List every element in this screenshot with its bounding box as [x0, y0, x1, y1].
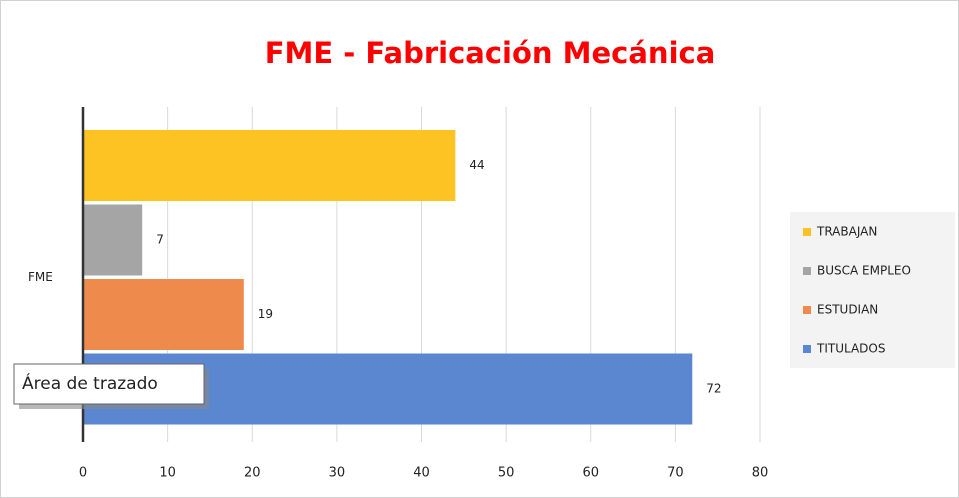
x-tick-label: 70	[667, 466, 684, 481]
tooltip-box	[13, 363, 205, 405]
legend-swatch	[803, 345, 811, 353]
data-label: 72	[706, 382, 721, 396]
bar	[83, 279, 244, 350]
chart-title: FME - Fabricación Mecánica	[265, 36, 716, 70]
legend-label: BUSCA EMPLEO	[817, 264, 911, 278]
data-label: 19	[258, 307, 273, 321]
x-tick-label: 50	[498, 466, 515, 481]
legend-label: TITULADOS	[816, 342, 885, 356]
x-tick-label: 80	[752, 466, 769, 481]
legend-swatch	[803, 228, 811, 236]
bar	[83, 204, 143, 276]
x-tick-label: 20	[244, 466, 261, 481]
y-tick-label: FME	[28, 270, 53, 284]
tooltip-text: Área de trazado	[22, 372, 158, 394]
legend-swatch	[803, 267, 811, 275]
x-tick-label: 0	[79, 466, 87, 481]
data-label: 44	[469, 158, 484, 172]
x-tick-label: 10	[159, 466, 176, 481]
legend-swatch	[803, 306, 811, 314]
x-tick-label: 40	[413, 466, 430, 481]
data-label: 7	[156, 233, 164, 247]
bar	[83, 130, 456, 201]
legend-box	[790, 212, 955, 368]
x-tick-label: 30	[329, 466, 346, 481]
legend-label: ESTUDIAN	[817, 303, 878, 317]
legend-label: TRABAJAN	[816, 225, 877, 239]
x-tick-label: 60	[582, 466, 599, 481]
